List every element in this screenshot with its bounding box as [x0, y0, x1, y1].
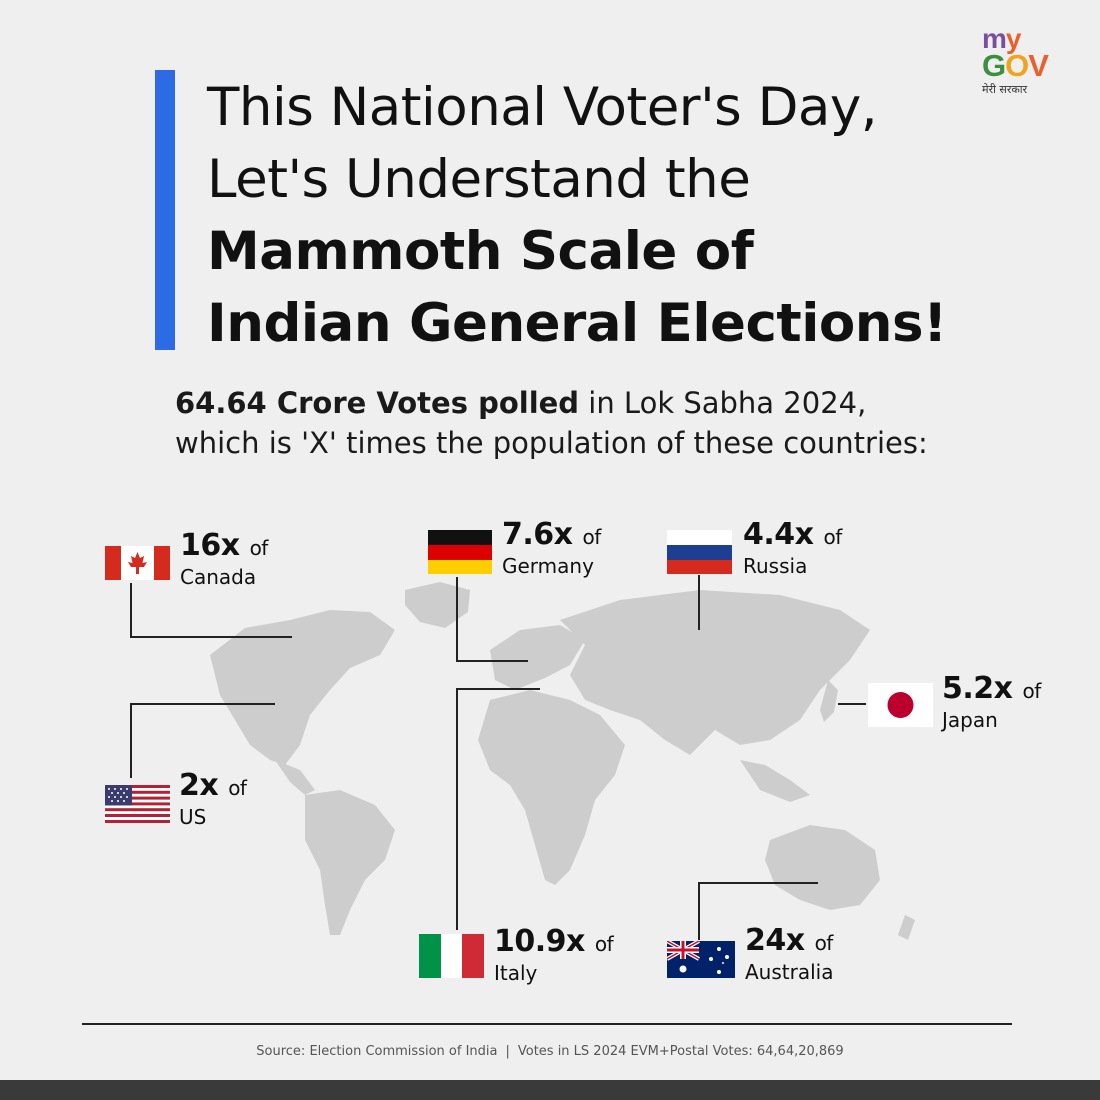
callout-russia-value: 4.4x of	[743, 517, 842, 552]
mygov-logo[interactable]: my GOV मेरी सरकार	[982, 23, 1072, 97]
callout-germany: 7.6x of Germany	[502, 519, 601, 579]
leader-canada	[130, 583, 292, 638]
callout-canada-name: Canada	[180, 565, 257, 589]
callout-italy-value: 10.9x of	[494, 924, 614, 959]
heading-line-4: Indian General Elections!	[207, 293, 947, 354]
subtitle-line-2: which is 'X' times the population of the…	[175, 426, 928, 460]
asia-shape	[560, 590, 870, 755]
heading-line-3: Mammoth Scale of	[207, 221, 754, 282]
subtitle-rest: in Lok Sabha 2024,	[579, 386, 867, 420]
germany-flag-icon	[428, 530, 492, 574]
logo-gov: GOV	[982, 48, 1049, 83]
europe-shape	[490, 625, 585, 690]
callout-us-value: 2x of	[179, 768, 247, 803]
central-america-shape	[275, 760, 315, 795]
logo-my: my	[982, 23, 1021, 54]
source-separator: |	[505, 1044, 510, 1059]
callout-australia-value: 24x of	[745, 923, 833, 958]
japan-flag-icon	[868, 683, 933, 727]
africa-shape	[478, 690, 625, 885]
callout-germany-name: Germany	[502, 554, 594, 578]
callout-italy: 10.9x of Italy	[494, 924, 614, 986]
footer-divider	[82, 1023, 1012, 1025]
australia-shape	[765, 825, 880, 910]
source-text: Source: Election Commission of India	[256, 1044, 498, 1059]
callout-canada: 16x of Canada	[180, 530, 268, 590]
north-america-shape	[210, 610, 395, 765]
leader-italy	[456, 688, 540, 930]
us-flag-icon	[105, 785, 170, 823]
southeast-asia-shape	[740, 760, 810, 802]
callout-us: 2x of US	[179, 768, 247, 830]
canada-flag-icon	[105, 546, 170, 580]
japan-shape	[820, 680, 838, 722]
callout-russia: 4.4x of Russia	[743, 519, 842, 579]
australia-flag-icon	[667, 941, 735, 978]
leader-us	[130, 703, 275, 778]
italy-flag-icon	[419, 934, 484, 978]
bottom-strip	[0, 1080, 1100, 1100]
subtitle-bold: 64.64 Crore Votes polled	[175, 386, 580, 420]
accent-bar	[155, 70, 175, 350]
callout-us-name: US	[179, 805, 207, 829]
callout-japan: 5.2x of Japan	[942, 673, 1041, 733]
callout-japan-value: 5.2x of	[942, 671, 1041, 706]
subtitle-line-1: 64.64 Crore Votes polled in Lok Sabha 20…	[175, 384, 866, 422]
world-map	[130, 575, 915, 940]
callout-australia: 24x of Australia	[745, 925, 833, 985]
logo-tagline: मेरी सरकार	[982, 83, 1028, 96]
callout-russia-name: Russia	[743, 554, 808, 578]
russia-flag-icon	[667, 530, 732, 574]
greenland-shape	[405, 582, 470, 628]
votes-text: Votes in LS 2024 EVM+Postal Votes: 64,64…	[517, 1044, 844, 1059]
callout-australia-name: Australia	[745, 960, 834, 984]
callout-japan-name: Japan	[942, 708, 998, 732]
heading-line-1: This National Voter's Day,	[207, 77, 878, 138]
leader-germany	[456, 577, 528, 662]
callout-canada-value: 16x of	[180, 528, 268, 563]
south-america-shape	[305, 790, 395, 935]
heading-line-2: Let's Understand the	[207, 149, 751, 210]
leader-australia	[698, 882, 818, 940]
new-zealand-shape	[898, 915, 915, 940]
source-footnote: Source: Election Commission of India | Vot…	[0, 1044, 1100, 1059]
callout-italy-name: Italy	[494, 961, 538, 985]
callout-germany-value: 7.6x of	[502, 517, 601, 552]
